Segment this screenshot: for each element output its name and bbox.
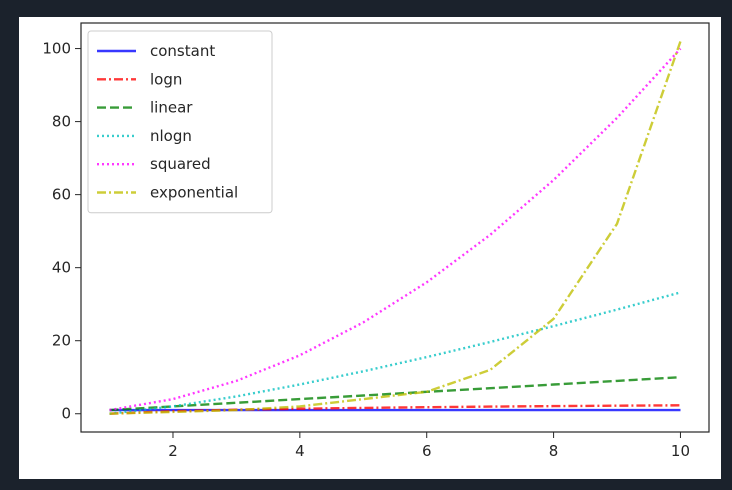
legend-label: squared bbox=[150, 155, 211, 173]
series-layer bbox=[109, 40, 682, 415]
legend-label: nlogn bbox=[150, 127, 192, 145]
series-line-exponential bbox=[109, 40, 682, 415]
legend-label: constant bbox=[150, 42, 215, 60]
legend-entry-exponential: exponential bbox=[97, 184, 238, 202]
x-axis: 2 4 6 8 10 bbox=[168, 432, 690, 460]
x-tick-label: 10 bbox=[671, 442, 690, 460]
legend-label: exponential bbox=[150, 184, 238, 202]
x-tick-label: 2 bbox=[168, 442, 178, 460]
x-tick-label: 4 bbox=[295, 442, 305, 460]
legend-entry-constant: constant bbox=[97, 42, 215, 60]
y-tick-label: 0 bbox=[61, 405, 71, 423]
axes-frame bbox=[80, 22, 710, 433]
legend-label: logn bbox=[150, 70, 182, 88]
series-line-nlogn bbox=[109, 291, 681, 415]
legend-entry-squared: squared bbox=[97, 155, 211, 173]
series-line-linear bbox=[109, 376, 681, 412]
legend-box bbox=[87, 30, 273, 214]
x-tick-label: 8 bbox=[549, 442, 559, 460]
legend: constant logn linear nlogn squared exponentia… bbox=[87, 30, 273, 214]
figure: 2 4 6 8 10 0 20 40 60 80 100 constant logn linear nl… bbox=[19, 17, 721, 479]
legend-entry-nlogn: nlogn bbox=[97, 127, 192, 145]
y-tick-label: 80 bbox=[52, 113, 71, 131]
y-tick-label: 60 bbox=[52, 186, 71, 204]
x-tick-label: 6 bbox=[422, 442, 432, 460]
line-chart: 2 4 6 8 10 0 20 40 60 80 100 constant logn linear nl… bbox=[42, 22, 710, 460]
legend-entry-logn: logn bbox=[97, 70, 182, 88]
y-tick-label: 20 bbox=[52, 332, 71, 350]
legend-label: linear bbox=[150, 99, 193, 117]
y-tick-label: 40 bbox=[52, 259, 71, 277]
y-axis: 0 20 40 60 80 100 bbox=[42, 40, 81, 423]
y-tick-label: 100 bbox=[42, 40, 71, 58]
series-line-logn bbox=[109, 404, 681, 415]
legend-entry-linear: linear bbox=[97, 99, 193, 117]
